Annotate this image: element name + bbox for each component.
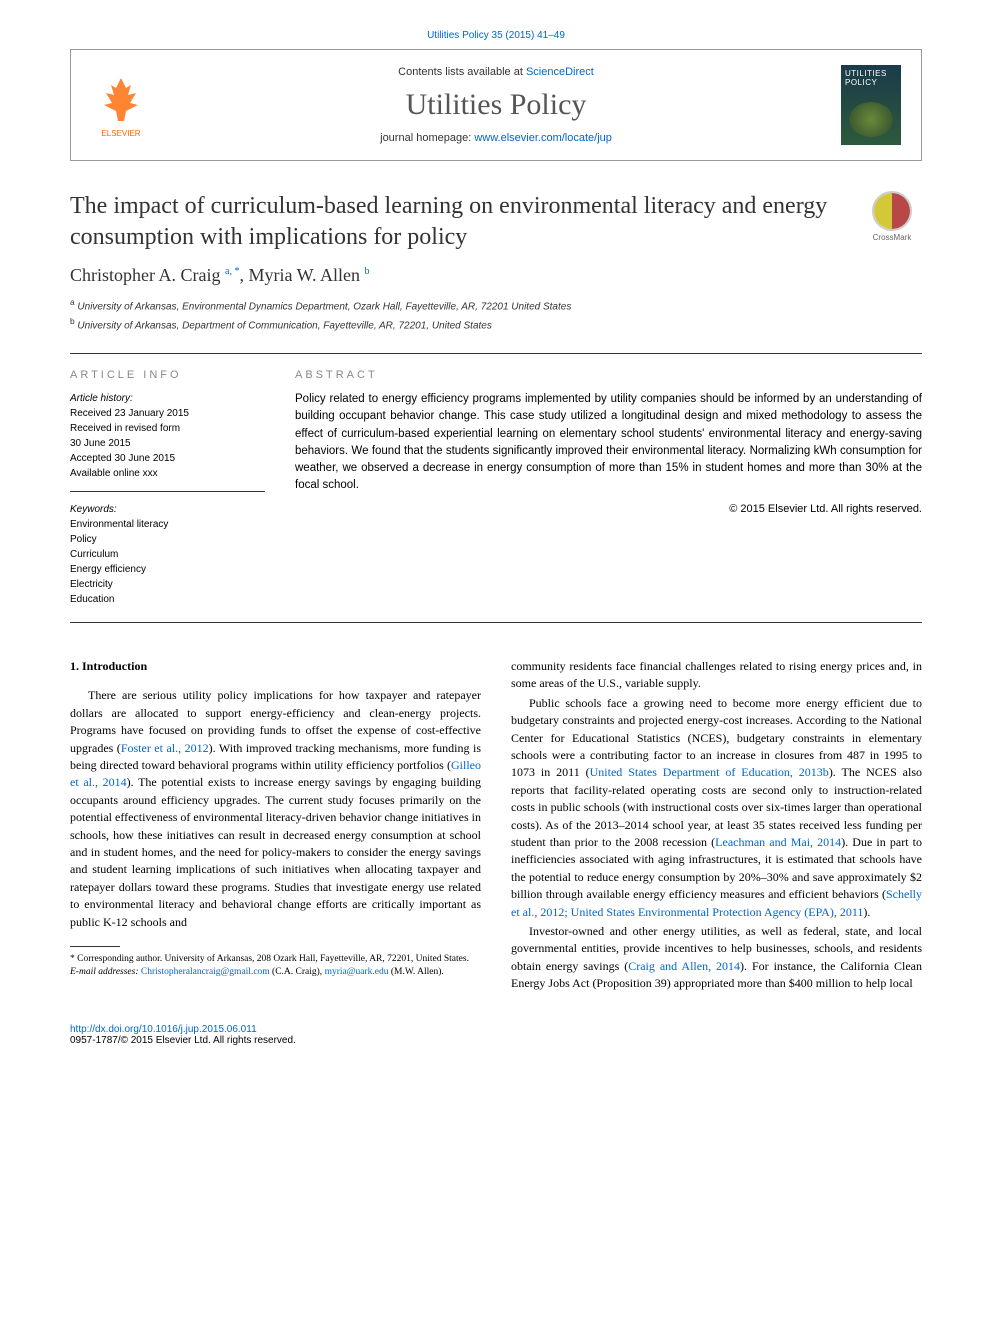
footnote-separator <box>70 946 120 947</box>
text: ). <box>863 905 870 919</box>
contents-prefix: Contents lists available at <box>398 66 526 78</box>
history-line: Accepted 30 June 2015 <box>70 451 265 466</box>
article-info-heading: ARTICLE INFO <box>70 369 265 381</box>
abstract-copyright: © 2015 Elsevier Ltd. All rights reserved… <box>295 503 922 515</box>
history-line: Received in revised form <box>70 421 265 436</box>
keyword: Electricity <box>70 577 265 592</box>
paragraph: Public schools face a growing need to be… <box>511 695 922 921</box>
text: (C.A. Craig), <box>270 967 325 977</box>
keyword: Education <box>70 592 265 607</box>
corresponding-author: * Corresponding author. University of Ar… <box>70 953 481 966</box>
citation-link[interactable]: United States Department of Education, 2… <box>590 765 829 779</box>
email-label: E-mail addresses: <box>70 967 141 977</box>
affiliation: b University of Arkansas, Department of … <box>70 315 922 333</box>
email-link[interactable]: Christopheralancraig@gmail.com <box>141 967 270 977</box>
affiliations: a University of Arkansas, Environmental … <box>70 296 922 333</box>
paragraph: Investor-owned and other energy utilitie… <box>511 923 922 993</box>
text: ). The potential exists to increase ener… <box>70 775 481 928</box>
citation-link[interactable]: Foster et al., 2012 <box>121 741 209 755</box>
body-columns: 1. Introduction There are serious utilit… <box>70 658 922 994</box>
history-line: Received 23 January 2015 <box>70 406 265 421</box>
header-center: Contents lists available at ScienceDirec… <box>151 66 841 144</box>
affiliation: a University of Arkansas, Environmental … <box>70 296 922 314</box>
journal-name: Utilities Policy <box>151 88 841 122</box>
homepage-prefix: journal homepage: <box>380 132 474 144</box>
citation-line: Utilities Policy 35 (2015) 41–49 <box>70 30 922 41</box>
divider <box>70 622 922 623</box>
publisher-logo: ELSEVIER <box>91 73 151 138</box>
history-line: Available online xxx <box>70 466 265 481</box>
section-heading: 1. Introduction <box>70 658 481 675</box>
crossmark-icon <box>872 191 912 231</box>
crossmark-badge[interactable]: CrossMark <box>862 191 922 242</box>
publisher-name: ELSEVIER <box>91 129 151 138</box>
paragraph: community residents face financial chall… <box>511 658 922 693</box>
homepage-line: journal homepage: www.elsevier.com/locat… <box>151 132 841 144</box>
article-title: The impact of curriculum-based learning … <box>70 191 862 253</box>
abstract-text: Policy related to energy efficiency prog… <box>295 391 922 495</box>
footnotes: * Corresponding author. University of Ar… <box>70 953 481 980</box>
authors: Christopher A. Craig a, *, Myria W. Alle… <box>70 265 922 286</box>
keyword: Policy <box>70 532 265 547</box>
paragraph: There are serious utility policy implica… <box>70 687 481 930</box>
cover-image <box>849 102 893 137</box>
journal-header: ELSEVIER Contents lists available at Sci… <box>70 49 922 161</box>
history-label: Article history: <box>70 391 265 406</box>
page: Utilities Policy 35 (2015) 41–49 ELSEVIE… <box>0 0 992 1086</box>
contents-available: Contents lists available at ScienceDirec… <box>151 66 841 78</box>
keyword: Energy efficiency <box>70 562 265 577</box>
history-block: Article history: Received 23 January 201… <box>70 391 265 492</box>
right-column: community residents face financial chall… <box>511 658 922 994</box>
history-line: 30 June 2015 <box>70 436 265 451</box>
keywords-block: Keywords: Environmental literacyPolicyCu… <box>70 502 265 607</box>
elsevier-tree-icon <box>96 73 146 123</box>
info-abstract-row: ARTICLE INFO Article history: Received 2… <box>70 354 922 622</box>
crossmark-label: CrossMark <box>873 233 912 242</box>
abstract-heading: ABSTRACT <box>295 369 922 381</box>
text: (M.W. Allen). <box>388 967 443 977</box>
journal-cover-thumb: UTILITIES POLICY <box>841 65 901 145</box>
citation-link[interactable]: Craig and Allen, 2014 <box>628 959 740 973</box>
sciencedirect-link[interactable]: ScienceDirect <box>526 66 594 78</box>
email-line: E-mail addresses: Christopheralancraig@g… <box>70 966 481 979</box>
homepage-link[interactable]: www.elsevier.com/locate/jup <box>474 132 612 144</box>
email-link[interactable]: myria@uark.edu <box>325 967 389 977</box>
doi-link[interactable]: http://dx.doi.org/10.1016/j.jup.2015.06.… <box>70 1024 257 1035</box>
title-row: The impact of curriculum-based learning … <box>70 191 922 253</box>
keyword: Environmental literacy <box>70 517 265 532</box>
issn-copyright: 0957-1787/© 2015 Elsevier Ltd. All right… <box>70 1035 296 1046</box>
cover-title: UTILITIES POLICY <box>845 69 897 87</box>
left-column: 1. Introduction There are serious utilit… <box>70 658 481 994</box>
doi-block: http://dx.doi.org/10.1016/j.jup.2015.06.… <box>70 1024 922 1046</box>
article-info: ARTICLE INFO Article history: Received 2… <box>70 369 265 607</box>
abstract-column: ABSTRACT Policy related to energy effici… <box>295 369 922 607</box>
keyword: Curriculum <box>70 547 265 562</box>
citation-link[interactable]: Leachman and Mai, 2014 <box>715 835 841 849</box>
keywords-label: Keywords: <box>70 502 265 517</box>
